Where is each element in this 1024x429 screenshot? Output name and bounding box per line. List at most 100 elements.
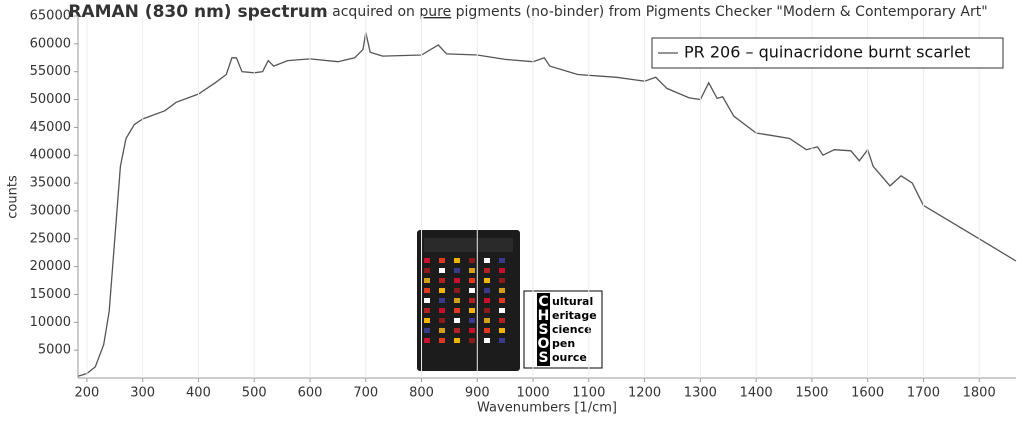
swatch [469,318,475,323]
x-tick-label: 400 [186,386,211,401]
swatch [439,298,445,303]
swatch [499,318,505,323]
swatch [454,288,460,293]
logo-initial: S [538,350,548,366]
swatch [484,258,490,263]
swatch [469,298,475,303]
swatch [439,258,445,263]
swatch [424,308,430,313]
y-tick-label: 35000 [30,176,71,191]
title-part: pigments (no-binder) from Pigments Check… [451,4,987,20]
swatch [439,318,445,323]
swatch [424,278,430,283]
swatch [424,318,430,323]
swatch [439,328,445,333]
x-tick-label: 1300 [684,386,717,401]
swatch [424,328,430,333]
swatch [424,258,430,263]
x-tick-label: 1800 [963,386,996,401]
swatch [499,308,505,313]
swatch [484,298,490,303]
swatch [454,328,460,333]
swatch [424,288,430,293]
swatch [484,268,490,273]
legend-box [651,37,1004,69]
swatch [454,278,460,283]
swatch [484,328,490,333]
swatch [484,288,490,293]
swatch [499,328,505,333]
x-tick-label: 900 [465,386,490,401]
logo-initial: S [538,322,548,338]
swatch [469,278,475,283]
swatch [499,268,505,273]
x-tick-label: 1500 [795,386,828,401]
y-tick-label: 55000 [30,64,71,79]
x-tick-label: 1400 [740,386,773,401]
swatch [469,288,475,293]
y-tick-label: 5000 [38,343,71,358]
x-tick-label: 200 [75,386,100,401]
y-tick-label: 50000 [30,92,71,107]
x-tick-label: 800 [409,386,434,401]
swatch [439,288,445,293]
swatch [484,308,490,313]
swatch [454,318,460,323]
x-tick-label: 500 [242,386,267,401]
swatch [469,268,475,273]
y-axis-label: counts [6,175,21,219]
logo-word: eritage [552,309,597,322]
y-tick-label: 25000 [30,231,71,246]
logo-word: ource [552,351,587,364]
swatch [454,298,460,303]
swatch [469,308,475,313]
logo-word: ultural [552,295,593,308]
x-tick-label: 1200 [628,386,661,401]
swatch [499,258,505,263]
x-tick-label: 600 [298,386,323,401]
y-tick-label: 30000 [30,203,71,218]
swatch [439,338,445,343]
y-tick-label: 65000 [30,9,71,24]
title-part: acquired on [328,4,420,20]
title-bold: RAMAN (830 nm) spectrum [68,2,327,22]
swatch [499,338,505,343]
swatch [484,338,490,343]
title-part: pure [419,4,451,20]
swatch [454,268,460,273]
logo-initial: C [538,294,548,310]
swatch [484,318,490,323]
legend-label: PR 206 – quinacridone burnt scarlet [684,43,970,62]
chart-title: RAMAN (830 nm) spectrum acquired on pure… [68,2,987,22]
swatch [439,268,445,273]
x-tick-label: 1700 [907,386,940,401]
logo-initial: O [538,336,550,352]
y-tick-label: 10000 [30,315,71,330]
swatch [499,278,505,283]
x-tick-label: 1600 [851,386,884,401]
swatch [499,298,505,303]
pigment-card [417,230,520,371]
swatch [454,308,460,313]
y-tick-label: 20000 [30,259,71,274]
logo-initial: H [538,308,550,324]
swatch [469,258,475,263]
swatch [499,288,505,293]
logo-word: pen [552,337,575,350]
swatch [439,308,445,313]
swatch [454,338,460,343]
x-tick-label: 300 [130,386,155,401]
logo-word: cience [552,323,592,336]
x-tick-label: 700 [353,386,378,401]
x-axis-label: Wavenumbers [1/cm] [477,401,617,416]
y-tick-label: 60000 [30,36,71,51]
swatch [439,278,445,283]
swatch [454,258,460,263]
swatch [424,298,430,303]
x-tick-label: 1100 [572,386,605,401]
swatch [469,338,475,343]
swatch [424,268,430,273]
swatch [469,328,475,333]
